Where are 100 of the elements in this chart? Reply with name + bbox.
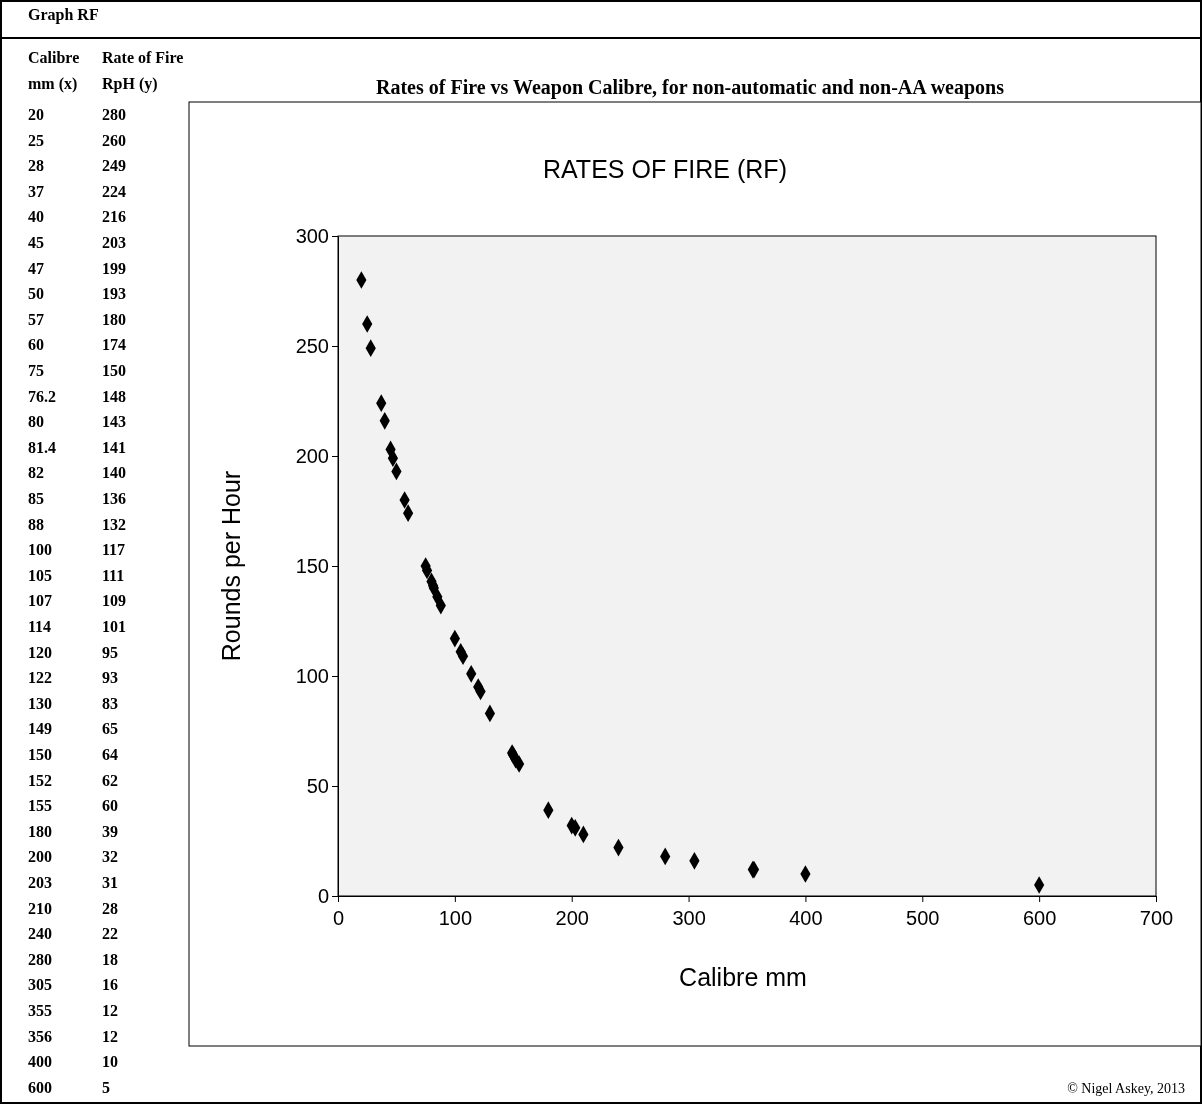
text: 148 xyxy=(102,387,126,405)
text: 136 xyxy=(102,490,126,507)
text: 600 xyxy=(28,1078,52,1096)
y-tick-label: 250 xyxy=(295,334,329,357)
text: 5 xyxy=(102,1078,110,1096)
text: 199 xyxy=(102,259,126,277)
text: 122 xyxy=(28,669,52,687)
text: 149 xyxy=(28,720,52,738)
text: 224 xyxy=(102,182,126,200)
y-tick-label: 100 xyxy=(295,664,329,687)
text: © Nigel Askey, 2013 xyxy=(1067,1081,1185,1096)
text: 109 xyxy=(102,592,126,610)
text: 280 xyxy=(28,950,52,968)
text: 25 xyxy=(28,131,44,149)
text: 95 xyxy=(102,643,118,661)
text: 240 xyxy=(28,925,52,943)
text: 111 xyxy=(102,566,125,584)
text: 117 xyxy=(102,541,126,559)
text: 100 xyxy=(28,541,52,559)
text: 37 xyxy=(28,182,44,200)
text: 10 xyxy=(102,1053,118,1071)
text: 114 xyxy=(28,618,52,635)
text: 50 xyxy=(28,285,44,303)
x-tick-label: 600 xyxy=(1022,907,1057,929)
x-tick-label: 0 xyxy=(332,907,345,929)
text: 203 xyxy=(102,234,126,251)
text: 174 xyxy=(102,336,126,354)
text: 32 xyxy=(102,848,118,866)
text: 31 xyxy=(102,874,118,891)
text: 203 xyxy=(28,874,52,891)
text: Rate of Fire xyxy=(102,49,184,66)
text: Graph RF xyxy=(28,6,99,24)
text: 16 xyxy=(102,976,118,994)
y-tick-label: 50 xyxy=(306,774,329,797)
chart-subtitle: RATES OF FIRE (RF) xyxy=(543,155,787,183)
text: 76.2 xyxy=(28,387,56,405)
y-tick-label: 0 xyxy=(317,884,329,907)
text: 39 xyxy=(102,822,118,840)
y-tick-label: 150 xyxy=(295,554,329,577)
text: 62 xyxy=(102,771,118,789)
text: 400 xyxy=(28,1053,52,1071)
text: 130 xyxy=(28,694,52,712)
text: 18 xyxy=(102,950,118,968)
text: 101 xyxy=(102,618,126,635)
text: 305 xyxy=(28,976,52,994)
text: 40 xyxy=(28,208,44,226)
text: 60 xyxy=(28,336,44,354)
text: 260 xyxy=(102,131,126,149)
y-tick-label: 200 xyxy=(295,444,329,467)
text: 20 xyxy=(28,106,44,123)
text: 132 xyxy=(102,515,126,533)
text: 105 xyxy=(28,566,52,584)
text: 152 xyxy=(28,771,52,789)
text: RpH (y) xyxy=(102,75,158,93)
text: 81.4 xyxy=(28,438,56,456)
text: 141 xyxy=(102,438,126,456)
text: 143 xyxy=(102,413,126,431)
x-axis-title: Calibre mm xyxy=(679,963,807,991)
text: 93 xyxy=(102,669,118,687)
text: 180 xyxy=(28,822,52,840)
text: 355 xyxy=(28,1002,52,1019)
x-tick-label: 500 xyxy=(906,907,940,929)
text: 150 xyxy=(102,362,126,379)
x-tick-label: 700 xyxy=(1139,907,1174,929)
text: 75 xyxy=(28,362,44,379)
text: 150 xyxy=(28,746,52,763)
text: 83 xyxy=(102,694,118,712)
text: 140 xyxy=(102,464,126,482)
text: 12 xyxy=(102,1027,118,1045)
text: 107 xyxy=(28,592,52,610)
x-tick-label: 200 xyxy=(555,907,589,929)
text: 28 xyxy=(28,157,44,175)
text: 356 xyxy=(28,1027,52,1045)
text: Calibre xyxy=(28,49,80,66)
text: 64 xyxy=(102,746,118,763)
text: 12 xyxy=(102,1002,118,1019)
text: 85 xyxy=(28,490,44,507)
text: 82 xyxy=(28,464,44,482)
chart-title: Rates of Fire vs Weapon Calibre, for non-automatic and non-AA weapons xyxy=(375,76,1005,99)
text: 28 xyxy=(102,899,118,917)
text: 57 xyxy=(28,310,44,328)
text: 65 xyxy=(102,720,118,738)
text: 249 xyxy=(102,157,126,175)
text: 80 xyxy=(28,413,44,431)
text: 60 xyxy=(102,797,118,815)
text: 200 xyxy=(28,848,52,866)
text: 22 xyxy=(102,925,118,943)
text: 47 xyxy=(28,259,44,277)
text: 155 xyxy=(28,797,52,815)
x-tick-label: 400 xyxy=(789,907,823,929)
x-tick-label: 300 xyxy=(672,907,706,929)
x-tick-label: 100 xyxy=(438,907,473,929)
text: 120 xyxy=(28,643,52,661)
text: 180 xyxy=(102,310,126,328)
text: 280 xyxy=(102,106,126,123)
text: mm (x) xyxy=(28,75,78,93)
y-tick-label: 300 xyxy=(295,224,329,247)
text: 193 xyxy=(102,285,126,303)
text: 88 xyxy=(28,515,44,533)
text: 210 xyxy=(28,899,52,917)
